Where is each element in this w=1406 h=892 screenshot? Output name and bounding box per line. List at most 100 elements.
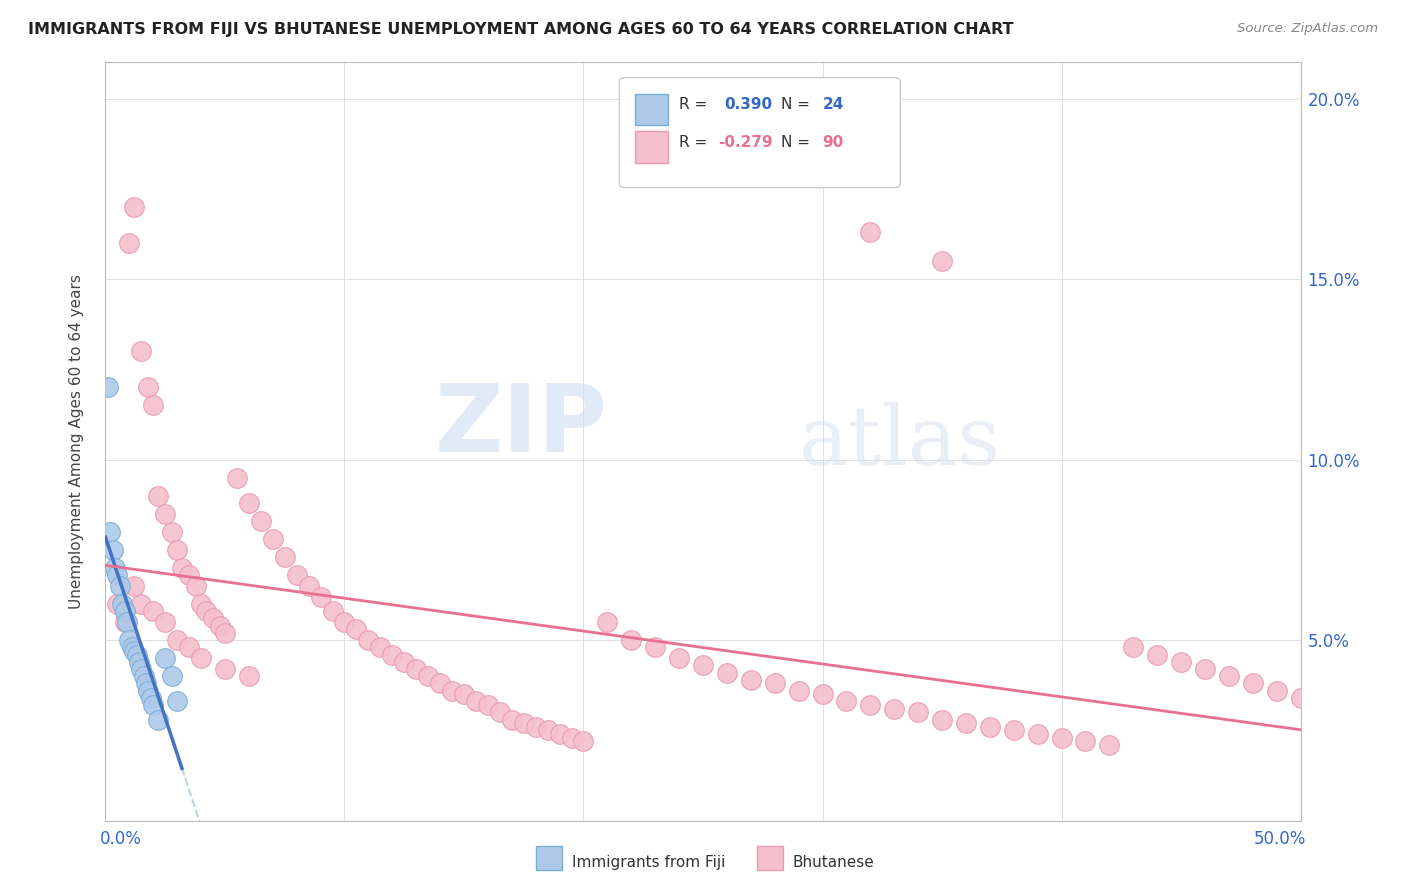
Point [177,640,201,655]
Point [1146,648,1168,662]
Point [1002,723,1025,738]
Point [763,676,786,690]
Text: 24: 24 [823,96,844,112]
Point [142,698,165,712]
Point [209,618,232,632]
Point [298,579,321,593]
Point [931,254,953,268]
Point [166,633,188,648]
Point [368,640,391,655]
FancyBboxPatch shape [619,78,900,187]
Point [931,713,953,727]
Point [153,507,177,521]
Point [146,713,169,727]
Point [464,694,488,708]
Point [1170,655,1192,669]
Point [129,597,153,611]
Point [177,568,201,582]
Point [524,720,547,734]
Text: N =: N = [780,135,810,150]
Point [98,524,121,539]
Point [132,669,155,683]
Text: atlas: atlas [799,401,1001,482]
Point [129,662,153,676]
Text: 90: 90 [823,135,844,150]
Point [1265,683,1288,698]
Point [262,532,284,546]
Point [194,604,217,618]
Point [97,380,120,394]
Point [186,579,208,593]
Point [381,648,404,662]
Point [142,604,165,618]
Point [214,626,236,640]
Bar [636,131,668,163]
Point [453,687,475,701]
Point [392,655,416,669]
Point [835,694,858,708]
Point [333,615,356,629]
Point [346,622,368,636]
Text: 0.390: 0.390 [724,96,773,112]
Point [153,615,177,629]
Point [907,706,929,720]
Text: ZIP: ZIP [434,380,607,473]
Text: N =: N = [780,96,810,112]
Point [692,658,714,673]
Point [811,687,834,701]
Point [129,344,153,359]
Point [162,669,184,683]
Bar [536,846,562,870]
Point [138,380,160,394]
Point [572,734,595,748]
Point [1050,731,1073,745]
Point [787,683,810,698]
Point [620,633,643,648]
Text: Immigrants from Fiji: Immigrants from Fiji [571,855,725,870]
Text: 50.0%: 50.0% [1254,830,1306,847]
Point [513,716,536,731]
Point [1241,676,1264,690]
Point [740,673,762,687]
Point [121,640,143,655]
Point [596,615,619,629]
Point [501,713,523,727]
Point [668,651,690,665]
Point [273,550,295,565]
Point [1074,734,1097,748]
Point [1194,662,1216,676]
Point [125,648,148,662]
Point [1026,727,1049,741]
Point [883,702,905,716]
Text: R =: R = [679,96,707,112]
Point [122,579,145,593]
Point [146,489,169,503]
Point [162,524,184,539]
Point [285,568,308,582]
Point [1289,690,1312,705]
Point [190,651,212,665]
Point [238,669,260,683]
Point [170,561,193,575]
Point [166,694,188,708]
Point [429,676,451,690]
Point [108,579,131,593]
Point [859,698,882,712]
Point [115,615,138,629]
Point [418,669,440,683]
Point [122,200,145,214]
Point [716,665,738,680]
Point [644,640,666,655]
Point [1098,738,1121,752]
Point [101,542,124,557]
Point [309,590,332,604]
Point [979,720,1001,734]
Point [114,615,136,629]
Point [118,633,141,648]
Point [548,727,571,741]
Bar [636,94,668,126]
Point [1122,640,1144,655]
Point [166,542,188,557]
Point [955,716,977,731]
Point [107,597,129,611]
